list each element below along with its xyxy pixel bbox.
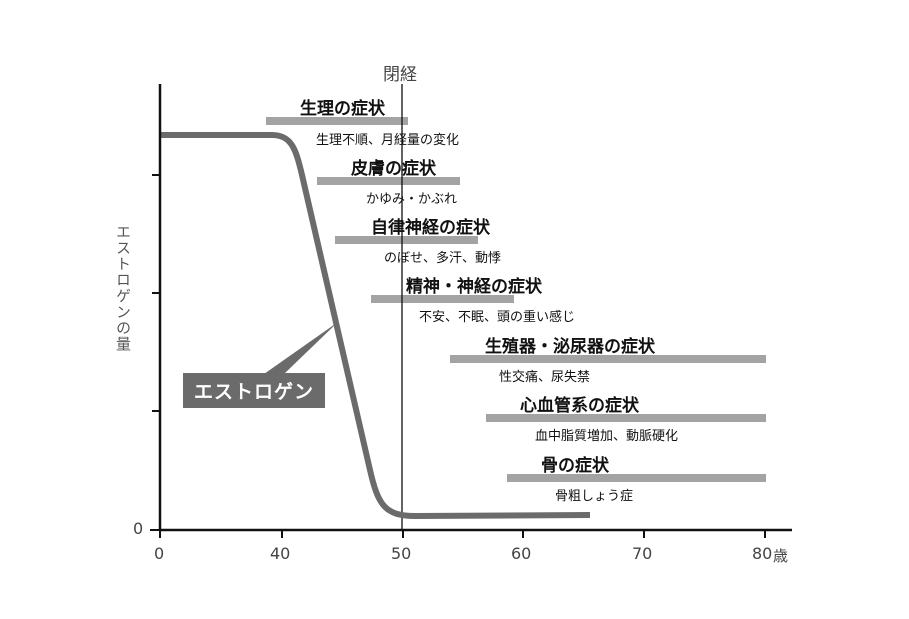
bar-skin	[317, 177, 460, 185]
bar-bone	[507, 474, 766, 482]
x-tick-50: 50	[391, 544, 412, 563]
symptom-title-cardiovascular: 心血管系の症状	[520, 396, 639, 416]
symptom-title-skin: 皮膚の症状	[351, 159, 436, 179]
x-tick-80: 80	[752, 544, 773, 563]
x-axis-unit: 歳	[773, 547, 789, 565]
symptom-detail-menstrual: 生理不順、月経量の変化	[316, 133, 460, 148]
bar-genitourinary	[450, 355, 766, 363]
bar-autonomic	[335, 236, 478, 244]
x-ticks	[159, 530, 766, 538]
estrogen-curve	[160, 132, 591, 519]
menopause-label: 閉経	[383, 65, 417, 85]
symptom-title-menstrual: 生理の症状	[300, 99, 385, 119]
x-tick-40: 40	[270, 544, 291, 563]
symptom-detail-bone: 骨粗しょう症	[555, 489, 634, 504]
x-tick-70: 70	[632, 544, 653, 563]
symptom-title-bone: 骨の症状	[541, 456, 609, 476]
x-tick-0: 0	[154, 544, 165, 563]
symptom-detail-genitourinary: 性交痛、尿失禁	[499, 370, 591, 385]
bar-mental	[371, 295, 514, 303]
bar-cardiovascular	[486, 414, 766, 422]
y-axis-label: エストロゲンの量	[114, 224, 132, 352]
symptom-title-autonomic: 自律神経の症状	[371, 218, 490, 238]
symptom-bars	[266, 117, 766, 482]
symptom-detail-mental: 不安、不眠、頭の重い感じ	[419, 310, 576, 325]
symptom-detail-cardiovascular: 血中脂質増加、動脈硬化	[535, 429, 679, 444]
bar-menstrual	[266, 117, 408, 125]
y-ticks	[150, 174, 160, 531]
estrogen-callout: エストロゲン	[183, 373, 325, 408]
callout-pointer	[264, 322, 338, 374]
x-tick-60: 60	[511, 544, 532, 563]
symptom-detail-autonomic: のぼせ、多汗、動悸	[384, 251, 502, 266]
symptom-title-mental: 精神・神経の症状	[406, 277, 542, 297]
symptom-detail-skin: かゆみ・かぶれ	[366, 192, 458, 207]
y-tick-zero: 0	[133, 519, 144, 538]
symptom-title-genitourinary: 生殖器・泌尿器の症状	[485, 337, 655, 357]
